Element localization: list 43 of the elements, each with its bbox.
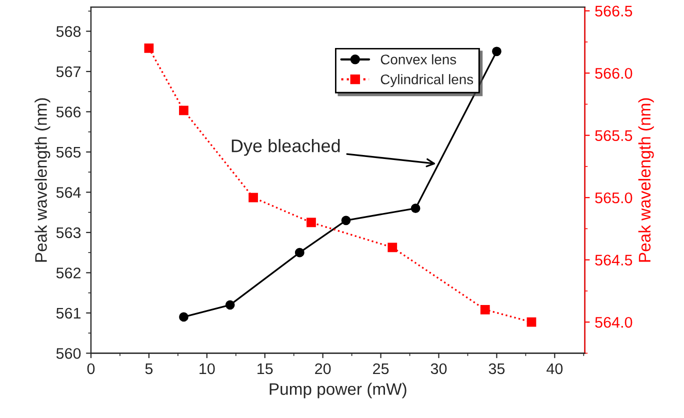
y2-tick-label: 566.5 (595, 6, 632, 17)
y-tick-label: 566 (56, 106, 81, 118)
y-tick-label: 563 (56, 227, 81, 238)
point (179, 312, 188, 322)
point (410, 204, 420, 214)
x-axis-title: Pump power (mW) (270, 382, 406, 398)
point (388, 242, 398, 252)
y2-tick-label: 566.0 (595, 68, 632, 79)
y2-tick-label: 564.0 (595, 316, 632, 328)
y2-tick-label: 564.5 (595, 254, 632, 266)
legend-label: Convex lens (380, 54, 456, 64)
y-tick-label: 565 (56, 146, 81, 158)
y2-tick-label: 565.0 (595, 192, 632, 204)
point (306, 218, 316, 228)
x-tick-label: 15 (258, 363, 273, 374)
y-tick-label: 568 (56, 26, 81, 37)
point (341, 216, 351, 226)
x-tick-label: 30 (430, 363, 447, 374)
legend-label: Cylindrical lens (380, 74, 474, 88)
y-tick-label: 564 (56, 187, 81, 198)
point (179, 106, 188, 116)
y2-tick-label: 565.5 (595, 130, 632, 142)
point (294, 248, 304, 258)
x-tick-label: 10 (200, 363, 215, 374)
point (144, 44, 154, 53)
y-tick-label: 561 (56, 308, 81, 319)
x-tick-label: 5 (145, 363, 153, 374)
x-tick-label: 25 (373, 363, 389, 374)
x-tick-label: 40 (546, 363, 563, 374)
x-tick-label: 0 (87, 363, 95, 374)
point (225, 300, 235, 310)
y2-axis-title: Peak wavelength (nm) (638, 98, 654, 262)
x-tick-label: 35 (488, 363, 505, 374)
y-tick-label: 567 (56, 66, 80, 78)
point (492, 46, 502, 56)
point (526, 317, 536, 327)
annotation: Dye bleached (232, 138, 340, 156)
x-tick-label: 20 (315, 363, 331, 374)
y-axis-title: Peak wavelength (nm) (34, 98, 50, 262)
y-tick-label: 562 (56, 268, 80, 278)
point (248, 192, 258, 202)
y-tick-label: 560 (56, 348, 81, 359)
point (480, 304, 490, 314)
